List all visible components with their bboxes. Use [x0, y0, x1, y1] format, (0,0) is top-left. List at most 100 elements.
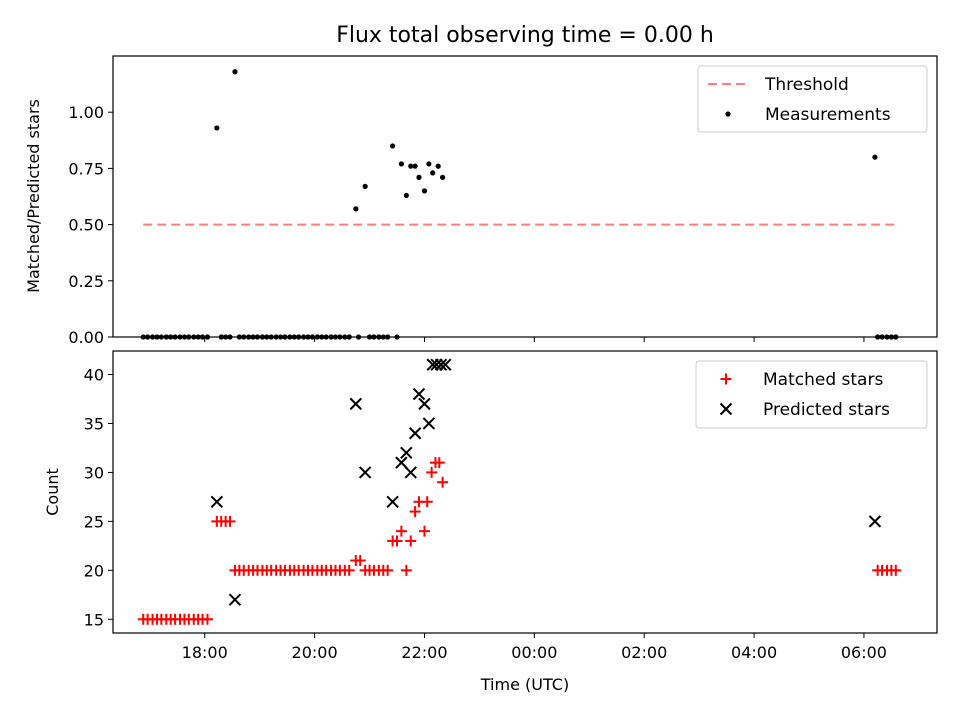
- legend-matched-label: Matched stars: [763, 370, 883, 390]
- measurement-point: [872, 154, 878, 160]
- marker-stroke: [349, 397, 363, 411]
- measurement-point: [158, 334, 164, 340]
- y-tick-label: 15: [84, 610, 104, 629]
- marker-stroke: [422, 417, 436, 430]
- measurement-point: [273, 334, 279, 340]
- bottom-y-axis-label: Count: [43, 468, 62, 516]
- chart-title: Flux total observing time = 0.00 h: [336, 23, 714, 48]
- y-tick-label: 25: [84, 512, 104, 531]
- measurement-point: [191, 334, 197, 340]
- measurement-point: [186, 334, 192, 340]
- legend-measurement-label: Measurements: [765, 105, 891, 125]
- legend-threshold-label: Threshold: [764, 75, 849, 95]
- marker-stroke: [404, 466, 417, 479]
- measurement-point: [227, 334, 233, 340]
- measurement-point: [287, 334, 293, 340]
- top-axes: 0.00 0.25 0.50 0.75 1.00 Matched/Predicted s…: [24, 55, 938, 347]
- measurement-point: [380, 334, 386, 340]
- bottom-axes-frame: [112, 350, 938, 634]
- measurement-point: [277, 334, 284, 340]
- measurement-point: [403, 192, 409, 198]
- matched-star-point: [421, 496, 433, 508]
- y-tick-label: 0.50: [68, 216, 104, 235]
- measurement-point: [319, 334, 325, 340]
- x-axis-label: Time (UTC): [480, 675, 569, 694]
- measurement-point: [888, 334, 895, 340]
- measurement-point: [246, 334, 252, 340]
- predicted-star-point: [439, 358, 452, 371]
- measurement-point: [291, 334, 297, 340]
- y-tick-label: 35: [84, 414, 104, 433]
- predicted-star-point: [868, 515, 882, 528]
- measurement-point: [884, 334, 890, 340]
- measurement-point: [332, 334, 339, 340]
- marker-stroke: [430, 358, 443, 371]
- predicted-star-point: [422, 417, 436, 430]
- matched-star-point: [224, 515, 236, 527]
- bottom-y-ticks: 15 20 25 30 35 40: [84, 366, 113, 629]
- y-tick-label: 1.00: [68, 103, 104, 122]
- top-axes-frame: [112, 55, 938, 338]
- measurement-point: [875, 334, 881, 340]
- predicted-star-point: [404, 466, 417, 479]
- measurement-point: [385, 334, 391, 340]
- measurement-point: [342, 334, 348, 340]
- marker-stroke: [358, 466, 372, 479]
- measurement-point: [254, 334, 261, 340]
- measurement-point: [177, 334, 183, 340]
- top-legend: Threshold Measurements: [697, 65, 928, 133]
- matched-star-point: [391, 535, 403, 547]
- measurement-point: [421, 188, 428, 194]
- y-tick-label: 40: [84, 366, 104, 385]
- measurement-point: [430, 170, 436, 176]
- measurement-point: [893, 334, 899, 340]
- measurement-point: [181, 334, 188, 340]
- measurement-point: [371, 334, 377, 340]
- measurement-point: [223, 334, 229, 340]
- y-tick-label: 20: [84, 561, 104, 580]
- top-y-ticks: 0.00 0.25 0.50 0.75 1.00: [68, 103, 113, 347]
- matched-star-point: [890, 564, 902, 576]
- predicted-star-point: [412, 387, 426, 401]
- measurement-point: [268, 334, 274, 340]
- measurement-point: [435, 163, 441, 169]
- bottom-x-ticks: 18:00 20:00 22:00 00:00 02:00 04:00 06:00: [182, 633, 887, 662]
- measurement-point: [309, 334, 316, 340]
- matched-star-point: [433, 457, 445, 469]
- measurement-point: [232, 69, 238, 75]
- bottom-legend-box: [695, 360, 928, 429]
- measurement-point: [416, 174, 422, 180]
- legend-matched-swatch: [720, 373, 732, 385]
- measurement-point: [394, 334, 400, 340]
- matched-star-point: [405, 535, 417, 547]
- matched-star-point: [418, 525, 430, 537]
- measurement-point: [353, 206, 359, 212]
- matched-star-point: [201, 613, 213, 625]
- matched-star-point: [382, 564, 394, 576]
- y-tick-label: 0.75: [68, 159, 104, 178]
- measurement-point: [140, 334, 146, 340]
- predicted-star-point: [418, 397, 431, 411]
- measurement-point: [412, 163, 418, 169]
- measurement-point: [264, 334, 270, 340]
- measurement-point: [408, 163, 414, 169]
- matched-star-point: [400, 564, 412, 576]
- measurement-point: [314, 334, 320, 340]
- x-tick-label: 00:00: [511, 643, 557, 662]
- matched-star-point: [395, 525, 407, 537]
- legend-matched-marker: [720, 373, 732, 385]
- matched-star-point: [343, 564, 355, 576]
- bottom-legend: Matched stars Predicted stars: [695, 360, 928, 429]
- predicted-star-point: [408, 427, 422, 440]
- y-tick-label: 0.25: [68, 272, 104, 291]
- marker-stroke: [408, 427, 422, 440]
- predicted-star-point: [430, 358, 443, 371]
- marker-stroke: [228, 593, 242, 606]
- x-tick-label: 04:00: [731, 643, 777, 662]
- measurement-point: [440, 174, 446, 180]
- measurement-point: [218, 334, 224, 340]
- measurement-point: [154, 334, 160, 340]
- measurement-point: [296, 334, 302, 340]
- x-tick-label: 22:00: [401, 643, 447, 662]
- marker-stroke: [439, 358, 452, 371]
